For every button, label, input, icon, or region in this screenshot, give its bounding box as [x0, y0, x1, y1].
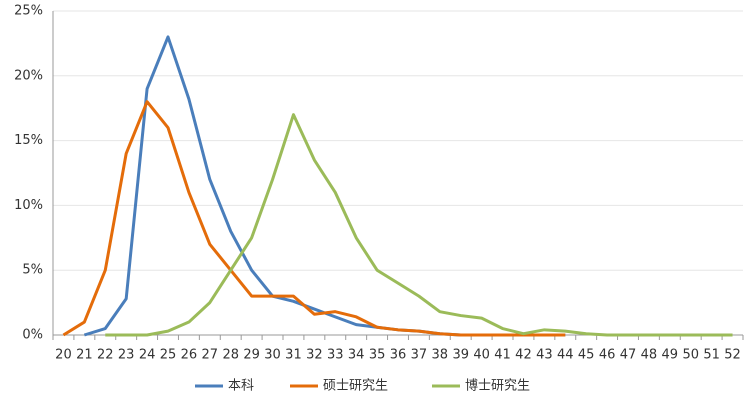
- x-tick-label: 44: [557, 348, 574, 363]
- legend-label: 博士研究生: [465, 379, 530, 394]
- x-tick-label: 51: [703, 348, 720, 363]
- x-tick-label: 24: [139, 348, 156, 363]
- y-tick-label: 15%: [14, 133, 43, 148]
- x-tick-label: 40: [473, 348, 490, 363]
- line-series: [83, 35, 566, 337]
- legend-label: 硕士研究生: [323, 379, 388, 394]
- x-tick-label: 25: [160, 348, 177, 363]
- x-tick-label: 33: [327, 348, 344, 363]
- y-tick-label: 10%: [14, 198, 43, 213]
- x-tick-label: 46: [599, 348, 616, 363]
- x-tick-label: 20: [55, 348, 72, 363]
- x-tick-label: 26: [181, 348, 198, 363]
- x-tick-label: 31: [285, 348, 302, 363]
- x-tick-label: 27: [202, 348, 219, 363]
- line-series: [62, 100, 566, 337]
- x-tick-label: 23: [118, 348, 135, 363]
- line-series: [105, 113, 733, 337]
- x-tick-label: 32: [306, 348, 323, 363]
- x-tick-label: 36: [390, 348, 407, 363]
- y-tick-label: 5%: [22, 263, 43, 278]
- x-tick-label: 34: [348, 348, 365, 363]
- x-tick-label: 48: [641, 348, 658, 363]
- x-tick-label: 22: [97, 348, 114, 363]
- x-tick-label: 42: [515, 348, 532, 363]
- x-tick-label: 38: [432, 348, 449, 363]
- x-tick-label: 28: [222, 348, 239, 363]
- x-tick-label: 52: [724, 348, 741, 363]
- x-tick-label: 37: [411, 348, 428, 363]
- y-tick-label: 25%: [14, 4, 43, 19]
- x-tick-label: 50: [682, 348, 699, 363]
- y-tick-label: 0%: [22, 328, 43, 343]
- x-tick-label: 41: [494, 348, 511, 363]
- x-tick-label: 29: [243, 348, 260, 363]
- x-tick-label: 39: [452, 348, 469, 363]
- x-tick-label: 45: [578, 348, 595, 363]
- x-tick-label: 35: [369, 348, 386, 363]
- x-tick-label: 47: [620, 348, 637, 363]
- x-tick-label: 30: [264, 348, 281, 363]
- x-tick-label: 49: [662, 348, 679, 363]
- legend-label: 本科: [228, 379, 254, 394]
- x-tick-label: 43: [536, 348, 553, 363]
- x-tick-label: 21: [76, 348, 93, 363]
- y-tick-label: 20%: [14, 68, 43, 83]
